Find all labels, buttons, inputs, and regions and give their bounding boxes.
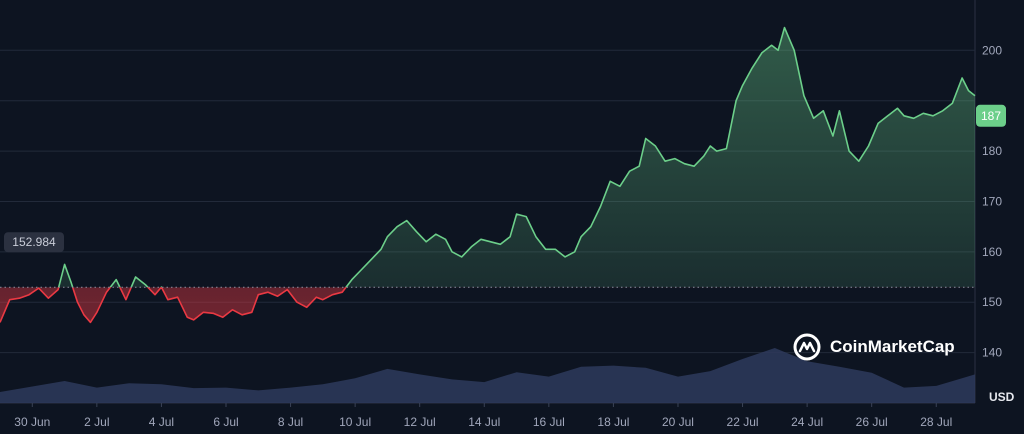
x-axis: 30 Jun 2 Jul 4 Jul 6 Jul 8 Jul 10 Jul 12 Jul 14…	[14, 403, 952, 429]
y-tick-label-200: 200	[982, 43, 1002, 57]
volume-area	[0, 348, 975, 403]
x-tick-label-0: 30 Jun	[14, 415, 50, 429]
currency-label: USD	[989, 390, 1015, 404]
x-tick-label-10: 20 Jul	[662, 415, 694, 429]
x-tick-label-8: 16 Jul	[533, 415, 565, 429]
y-tick-label-150: 150	[982, 295, 1002, 309]
y-tick-label-160: 160	[982, 245, 1002, 259]
x-tick-label-1: 2 Jul	[84, 415, 109, 429]
y-tick-label-140: 140	[982, 346, 1002, 360]
coinmarketcap-logo-icon	[793, 333, 821, 361]
up-area-fill	[58, 27, 975, 288]
y-axis: 140 150 160 170 180 200	[982, 43, 1002, 359]
badge-layer: 152.984 187	[4, 104, 1006, 253]
watermark: CoinMarketCap	[792, 332, 955, 362]
watermark-text: CoinMarketCap	[830, 337, 955, 356]
x-tick-label-6: 12 Jul	[404, 415, 436, 429]
x-tick-label-4: 8 Jul	[278, 415, 303, 429]
price-line-up	[57, 26, 976, 288]
x-tick-label-5: 10 Jul	[339, 415, 371, 429]
price-line-down	[0, 287, 348, 324]
x-tick-label-12: 24 Jul	[791, 415, 823, 429]
x-tick-label-2: 4 Jul	[149, 415, 174, 429]
baseline-badge-text: 152.984	[12, 235, 56, 249]
x-tick-label-3: 6 Jul	[213, 415, 238, 429]
x-tick-label-9: 18 Jul	[597, 415, 629, 429]
baseline-badge	[4, 232, 64, 253]
current-price-badge-text: 187	[981, 109, 1001, 123]
x-tick-label-13: 26 Jul	[856, 415, 888, 429]
y-tick-label-180: 180	[982, 144, 1002, 158]
current-price-badge	[976, 104, 1006, 127]
x-tick-label-11: 22 Jul	[727, 415, 759, 429]
x-tick-label-7: 14 Jul	[468, 415, 500, 429]
x-tick-label-14: 28 Jul	[920, 415, 952, 429]
volume-layer	[0, 348, 975, 403]
y-tick-label-170: 170	[982, 194, 1002, 208]
price-line-layer	[0, 26, 976, 324]
